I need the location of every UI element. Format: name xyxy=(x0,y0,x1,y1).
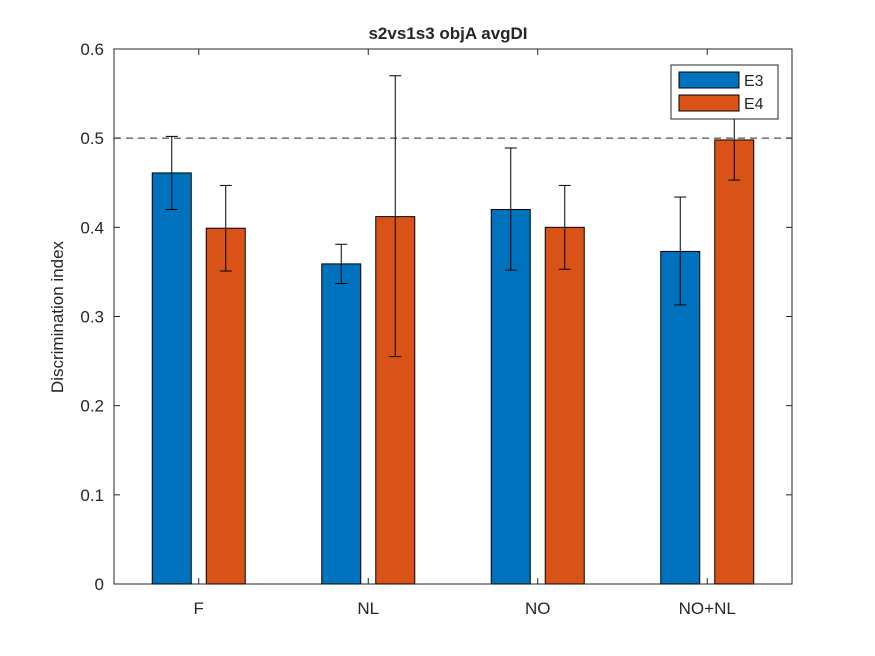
y-tick-label: 0.1 xyxy=(80,486,104,505)
y-tick-label: 0 xyxy=(95,575,104,594)
y-tick-label: 0.3 xyxy=(80,308,104,327)
legend-swatch-e4 xyxy=(678,94,740,112)
x-tick-label: NL xyxy=(357,599,379,618)
y-tick-label: 0.4 xyxy=(80,218,104,237)
x-tick-label: F xyxy=(194,599,204,618)
bar-e3 xyxy=(321,263,362,585)
bar-e3 xyxy=(660,250,701,585)
legend-label-e4: E4 xyxy=(744,96,764,113)
chart-title: s2vs1s3 objA avgDI xyxy=(368,24,527,43)
x-tick-label: NO xyxy=(525,599,551,618)
legend-label-e3: E3 xyxy=(744,73,764,90)
y-tick-label: 0.6 xyxy=(80,40,104,59)
bar-e4 xyxy=(544,226,585,585)
legend-swatch-e3 xyxy=(678,71,740,89)
bar-e3 xyxy=(490,209,531,585)
bar-e4 xyxy=(714,139,755,585)
x-tick-label: NO+NL xyxy=(679,599,736,618)
plot-area: 0 0.1 0.2 0.3 0.4 0.5 0.6 F NL NO NO+NL xyxy=(80,40,793,618)
y-tick-label: 0.2 xyxy=(80,397,104,416)
bar-e3 xyxy=(151,172,192,585)
y-axis-label: Discrimination index xyxy=(48,240,67,393)
bar-e4 xyxy=(205,227,246,585)
y-tick-label: 0.5 xyxy=(80,129,104,148)
